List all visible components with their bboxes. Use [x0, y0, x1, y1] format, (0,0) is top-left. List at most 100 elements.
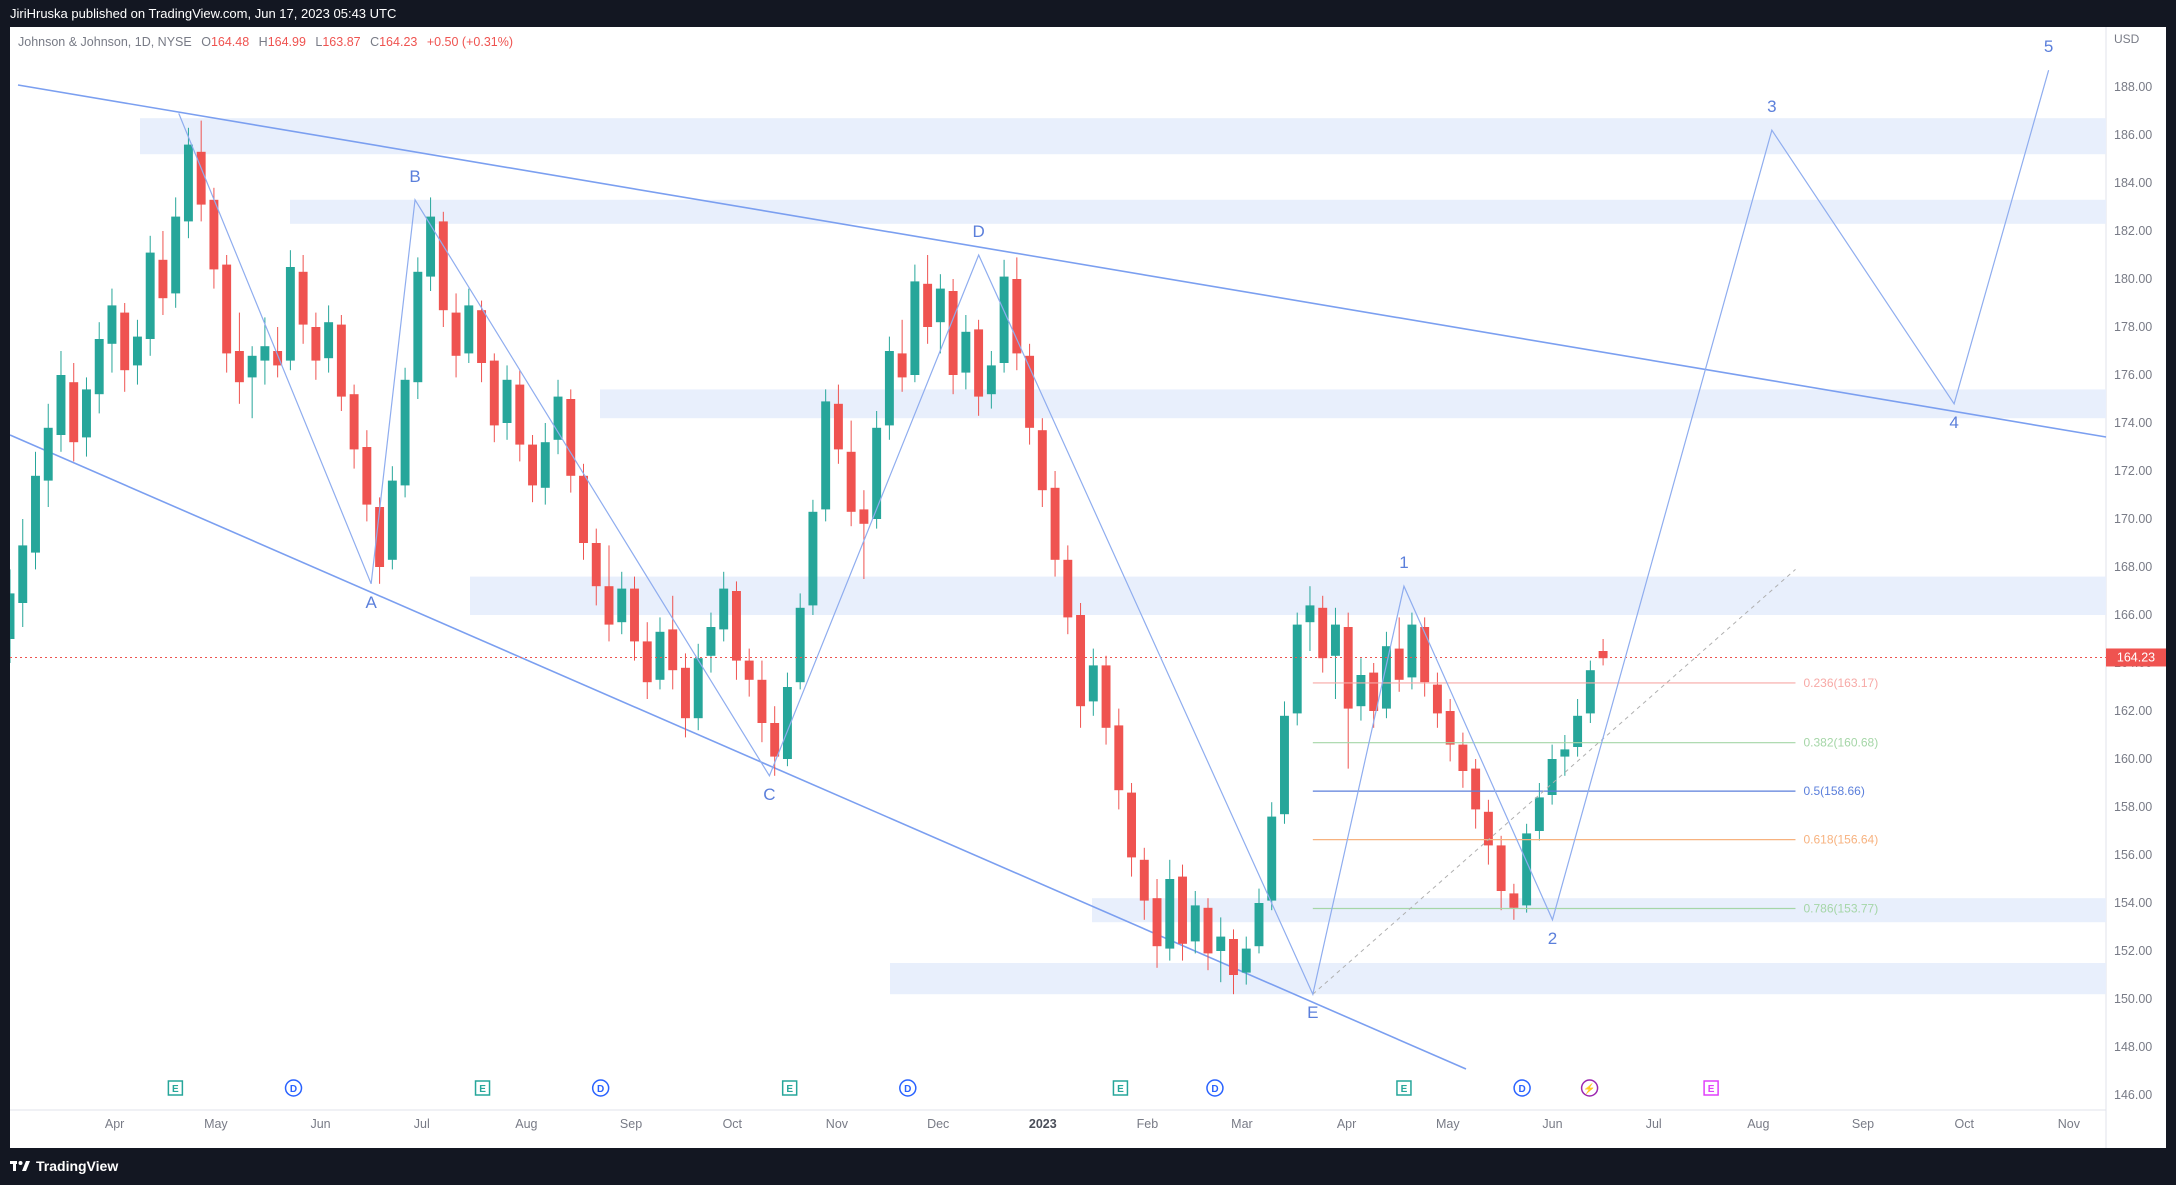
fib-label: 0.382(160.68): [1803, 736, 1878, 750]
candle-body: [1203, 907, 1213, 954]
candle-body: [655, 631, 665, 680]
x-tick-label: Jul: [414, 1117, 430, 1131]
candle-body: [56, 375, 66, 435]
y-tick-label: 168.00: [2114, 560, 2152, 574]
y-tick-label: 186.00: [2114, 128, 2152, 142]
candle-body: [1178, 876, 1187, 944]
wave-label-E: E: [1307, 1003, 1318, 1022]
candle-body: [1496, 845, 1506, 891]
split-marker: [1580, 1079, 1599, 1097]
y-tick-label: 148.00: [2114, 1040, 2152, 1054]
y-tick-label: 170.00: [2114, 512, 2152, 526]
candle-body: [145, 252, 155, 339]
candle-body: [1547, 759, 1557, 795]
high-value: 164.99: [267, 35, 306, 49]
x-tick-label: Nov: [826, 1117, 849, 1131]
candle-body: [1445, 711, 1455, 745]
candle-body: [1127, 792, 1136, 858]
tradingview-logo[interactable]: TradingView: [10, 1158, 118, 1174]
candle-body: [1025, 355, 1035, 428]
candle-body: [630, 588, 639, 642]
candle-body: [693, 658, 703, 719]
candle-body: [1560, 749, 1570, 757]
candle-body: [1420, 627, 1430, 683]
candle-body: [1076, 615, 1086, 707]
candle-body: [872, 427, 882, 519]
candle-body: [770, 723, 780, 757]
candle-body: [1343, 627, 1353, 709]
candle-body: [69, 382, 79, 443]
dividend-marker: [1513, 1079, 1531, 1097]
candle-body: [158, 259, 168, 299]
candle-body: [731, 591, 741, 661]
candle-body: [132, 336, 142, 366]
y-tick-label: 158.00: [2114, 800, 2152, 814]
y-tick-label: 154.00: [2114, 896, 2152, 910]
candle-body: [1471, 768, 1481, 810]
candle-body: [808, 511, 818, 606]
candle-body: [324, 322, 334, 359]
candle-body: [1012, 279, 1022, 354]
candle-body: [285, 267, 295, 361]
wave-label-A: A: [365, 593, 377, 612]
dividend-marker: [284, 1079, 303, 1097]
candle-body: [540, 442, 550, 488]
candle-body: [668, 629, 678, 671]
x-tick-label: Oct: [1955, 1117, 1975, 1131]
price-chart[interactable]: USD 188.00 186.00 184.00 182.00 180.00 178.00 1…: [5, 27, 2166, 1148]
y-tick-label: 152.00: [2114, 944, 2152, 958]
candle-body: [1280, 715, 1289, 815]
candle-body: [31, 475, 40, 553]
y-tick-label: 174.00: [2114, 416, 2152, 430]
candle-body: [477, 310, 487, 363]
candle-body: [1381, 646, 1391, 709]
x-tick-label: Jun: [310, 1117, 330, 1131]
candle-body: [1522, 833, 1532, 906]
low-label: L: [315, 35, 323, 49]
candle-body: [43, 427, 53, 481]
zone-0: [140, 118, 2106, 155]
candle-body: [757, 679, 767, 723]
candle-body: [846, 451, 856, 512]
close-label: C: [370, 35, 380, 49]
dividend-marker: [591, 1079, 610, 1097]
candle-body: [935, 288, 945, 323]
candle-body: [591, 543, 601, 587]
event-label: D: [904, 1084, 911, 1095]
x-tick-label: Sep: [620, 1117, 642, 1131]
candle-body: [311, 327, 321, 361]
brand-label: TradingView: [36, 1158, 119, 1174]
candle-body: [464, 305, 474, 354]
candle-body: [706, 627, 716, 656]
candle-body: [298, 271, 308, 325]
y-tick-label: 146.00: [2114, 1088, 2152, 1102]
candle-body: [5, 593, 15, 639]
candle-body: [681, 667, 690, 719]
candle-body: [1394, 648, 1404, 680]
candle-body: [400, 379, 410, 486]
candle-body: [1534, 797, 1544, 831]
event-label: D: [290, 1084, 297, 1095]
wave-label-1: 1: [1399, 553, 1408, 572]
candle-body: [604, 586, 614, 625]
y-tick-label: 160.00: [2114, 752, 2152, 766]
candle-body: [82, 389, 91, 438]
candle-body: [1267, 816, 1277, 901]
chart-area[interactable]: USD 188.00 186.00 184.00 182.00 180.00 178.00 1…: [5, 27, 2166, 1148]
candle-body: [18, 545, 28, 603]
fib-label: 0.618(156.64): [1803, 833, 1878, 847]
wave-label-3: 3: [1767, 97, 1776, 116]
dividend-marker: [899, 1079, 917, 1097]
candle-body: [833, 403, 843, 450]
candle-body: [923, 283, 933, 327]
candle-body: [859, 509, 869, 524]
wave-label-B: B: [409, 167, 420, 186]
candle-body: [821, 401, 831, 510]
zone-1: [290, 199, 2106, 224]
candle-body: [1483, 811, 1493, 846]
fib-label: 0.236(163.17): [1803, 676, 1878, 690]
wave-label-5: 5: [2044, 37, 2053, 56]
earnings-marker: [1703, 1080, 1719, 1096]
publish-header: JiriHruska published on TradingView.com,…: [0, 0, 2176, 27]
candle-body: [107, 305, 117, 344]
